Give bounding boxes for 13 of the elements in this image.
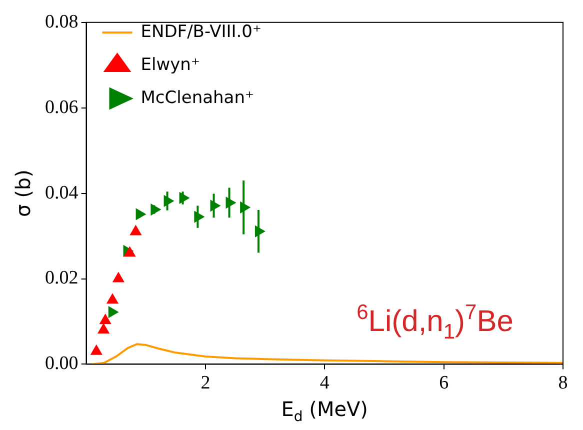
legend-label: Elwyn⁺: [140, 54, 200, 75]
y-tick-label: 0.06: [45, 96, 78, 118]
y-tick-label: 0.04: [45, 182, 79, 204]
legend-label: McClenahan⁺: [140, 88, 254, 108]
y-tick-label: 0.02: [45, 268, 78, 289]
x-tick-label: 2: [200, 372, 210, 394]
x-tick-label: 6: [439, 372, 449, 394]
x-tick-label: 8: [558, 372, 568, 394]
y-axis-title: σ (b): [11, 170, 35, 217]
y-tick-label: 0.08: [45, 11, 78, 32]
legend-label: ENDF/B-VIII.0⁺: [140, 22, 262, 42]
y-tick-label: 0.00: [45, 353, 78, 374]
x-tick-label: 4: [320, 372, 330, 394]
